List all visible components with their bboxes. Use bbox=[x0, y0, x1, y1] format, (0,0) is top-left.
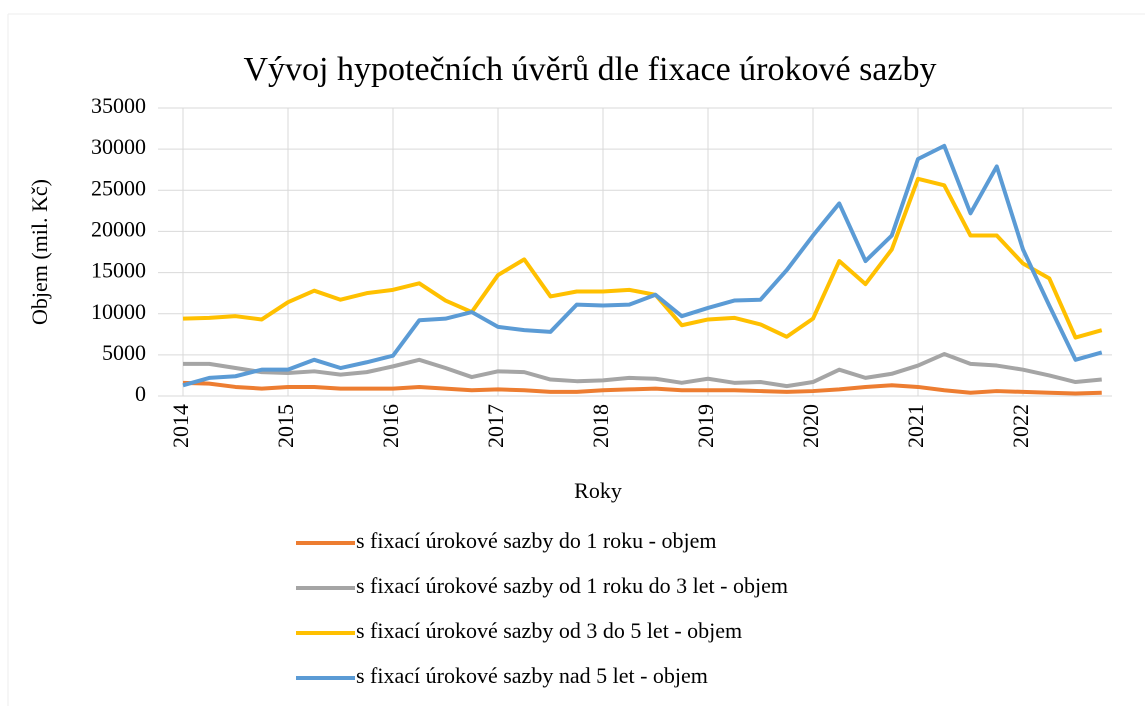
y-tick-label: 0 bbox=[135, 381, 146, 406]
legend-label: s fixací úrokové sazby nad 5 let - objem bbox=[356, 663, 708, 688]
legend-label: s fixací úrokové sazby do 1 roku - objem bbox=[356, 528, 716, 553]
chart-title: Vývoj hypotečních úvěrů dle fixace úroko… bbox=[244, 51, 937, 88]
y-tick-label: 20000 bbox=[91, 216, 146, 241]
series-line bbox=[183, 352, 1102, 389]
x-tick-label: 2021 bbox=[903, 404, 928, 448]
x-tick-label: 2018 bbox=[588, 404, 613, 448]
y-tick-label: 10000 bbox=[91, 299, 146, 324]
series-line bbox=[182, 176, 1103, 340]
y-tick-label: 15000 bbox=[91, 258, 146, 283]
x-tick-label: 2022 bbox=[1008, 404, 1033, 448]
legend-label: s fixací úrokové sazby od 1 roku do 3 le… bbox=[356, 573, 788, 598]
x-axis-label: Roky bbox=[574, 478, 622, 503]
series-line bbox=[182, 380, 1102, 396]
legend-label: s fixací úrokové sazby od 3 do 5 let - o… bbox=[356, 618, 742, 643]
x-tick-label: 2015 bbox=[273, 404, 298, 448]
x-tick-label: 2014 bbox=[168, 404, 193, 448]
y-tick-label: 30000 bbox=[91, 134, 146, 159]
y-axis-label: Objem (mil. Kč) bbox=[27, 179, 52, 325]
y-tick-label: 25000 bbox=[91, 175, 146, 200]
series-line bbox=[182, 143, 1103, 388]
y-tick-label: 35000 bbox=[91, 93, 146, 118]
x-tick-label: 2016 bbox=[378, 404, 403, 448]
x-tick-label: 2017 bbox=[483, 404, 508, 448]
x-tick-label: 2020 bbox=[798, 404, 823, 448]
x-tick-label: 2019 bbox=[693, 404, 718, 448]
y-tick-label: 5000 bbox=[102, 340, 146, 365]
